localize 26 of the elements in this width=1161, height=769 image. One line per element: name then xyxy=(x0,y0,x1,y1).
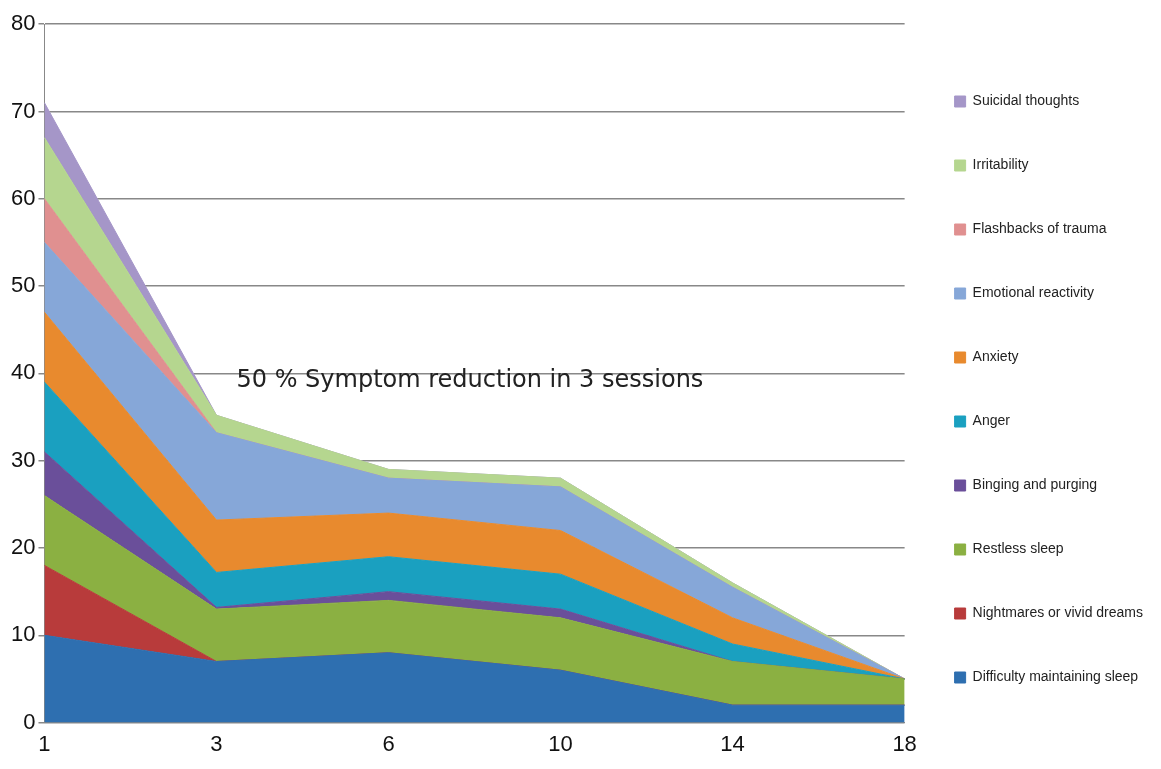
y-tick-label: 60 xyxy=(10,184,36,210)
x-tick-label: 10 xyxy=(548,730,573,756)
y-tick-label: 80 xyxy=(10,10,36,36)
x-tick-label: 18 xyxy=(892,730,917,756)
x-tick-label: 1 xyxy=(38,730,51,756)
x-tick-label: 14 xyxy=(720,730,745,756)
annotation: 50 % Symptom reduction in 3 sessions xyxy=(236,364,704,393)
y-tick-label: 30 xyxy=(10,446,36,472)
legend-label: Difficulty maintaining sleep xyxy=(972,668,1139,685)
legend-label: Anxiety xyxy=(972,348,1019,365)
y-tick-label: 70 xyxy=(10,97,36,123)
legend-label: Nightmares or vivid dreams xyxy=(972,604,1143,621)
y-tick-label: 40 xyxy=(10,359,36,385)
y-tick-label: 0 xyxy=(23,708,36,734)
legend-label: Restless sleep xyxy=(972,540,1064,557)
legend-label: Irritability xyxy=(972,156,1029,173)
y-tick-label: 10 xyxy=(10,621,36,647)
y-tick-label: 50 xyxy=(10,272,36,298)
legend-label: Flashbacks of trauma xyxy=(972,220,1107,237)
legend-label: Emotional reactivity xyxy=(972,284,1094,301)
legend-label: Binging and purging xyxy=(972,476,1098,493)
x-tick-label: 3 xyxy=(210,730,223,756)
legend-label: Anger xyxy=(972,412,1011,429)
y-tick-label: 20 xyxy=(10,534,36,560)
legend-label: Suicidal thoughts xyxy=(972,92,1080,109)
x-tick-label: 6 xyxy=(382,730,395,756)
